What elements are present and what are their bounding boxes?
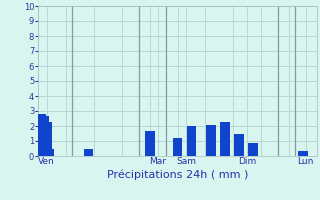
Bar (234, 134, 244, 156)
Bar (145, 130, 155, 156)
Bar (248, 142, 258, 156)
Bar (187, 126, 196, 156)
Bar (206, 124, 216, 156)
Bar (84, 148, 93, 156)
X-axis label: Précipitations 24h ( mm ): Précipitations 24h ( mm ) (107, 169, 248, 180)
Bar (173, 138, 182, 156)
Bar (220, 121, 230, 156)
Bar (42, 121, 52, 156)
Bar (45, 148, 54, 156)
Bar (36, 114, 46, 156)
Bar (298, 151, 308, 156)
Bar (39, 116, 49, 156)
